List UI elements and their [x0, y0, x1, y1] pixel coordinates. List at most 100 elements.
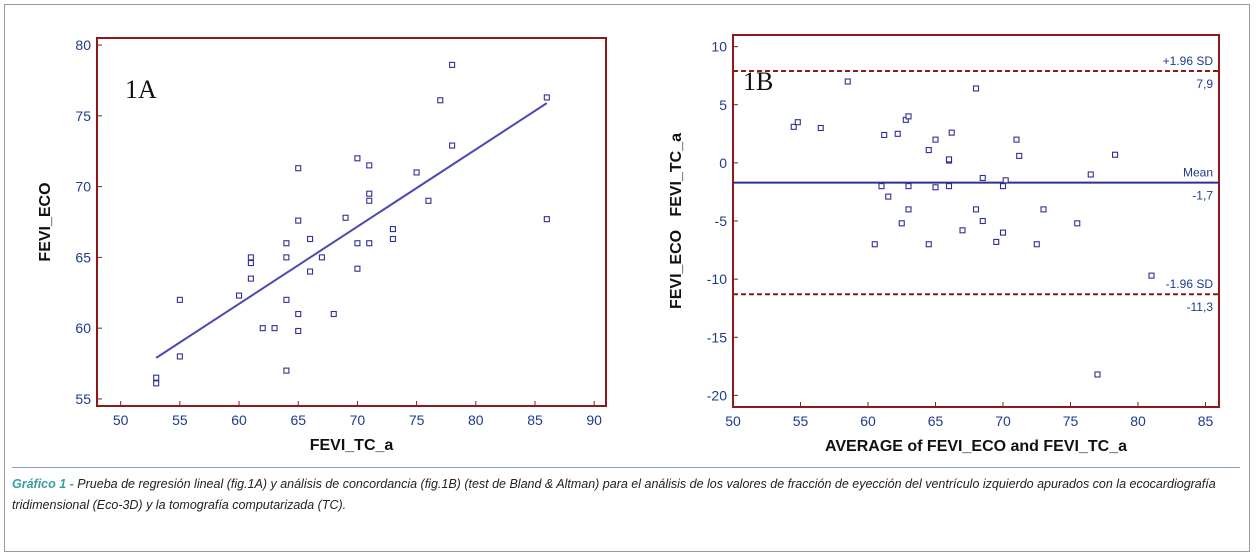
data-point: [959, 227, 966, 234]
y-axis-ticks-1a: 55 60 65 70 75 80: [75, 37, 102, 407]
panel-1a-chart: 55 60 65 70 75 80 50 55 60 65 70 75 80 85 90 1A FEVI_…: [37, 37, 607, 454]
x-axis-ticks-1a: 50 55 60 65 70 75 80 85 90: [113, 401, 602, 428]
x-tick-label: 70: [350, 412, 366, 428]
data-point: [979, 174, 986, 182]
x-tick-label: 65: [928, 413, 944, 429]
x-tick-label: 60: [231, 412, 247, 428]
data-point: [1148, 272, 1155, 279]
data-point: [176, 296, 183, 303]
plot-area-frame-1a: [96, 37, 607, 407]
data-point: [817, 124, 824, 132]
x-tick-label: 55: [172, 412, 188, 428]
data-point: [1087, 171, 1094, 178]
data-point: [1016, 152, 1023, 159]
x-tick-label: 85: [527, 412, 543, 428]
data-point: [283, 367, 290, 374]
reference-line-name: +1.96 SD: [1163, 54, 1214, 68]
data-point: [366, 190, 373, 197]
data-point: [905, 113, 912, 120]
data-point: [1112, 151, 1119, 158]
data-point: [972, 206, 980, 213]
panel-tag-1a: 1A: [125, 75, 157, 104]
data-point: [925, 147, 932, 154]
data-point: [972, 85, 980, 92]
y-tick-label: 55: [75, 391, 91, 407]
x-tick-label: 70: [995, 413, 1011, 429]
data-point: [999, 229, 1007, 236]
data-point: [905, 183, 912, 190]
data-point: [999, 183, 1007, 190]
data-point: [844, 78, 851, 85]
y-tick-label: 0: [719, 155, 727, 171]
data-point: [366, 197, 373, 204]
data-point: [389, 235, 396, 243]
data-point: [153, 380, 160, 387]
data-point: [543, 94, 550, 101]
data-point: [449, 142, 456, 149]
caption-divider: [12, 467, 1240, 468]
data-point: [283, 240, 290, 247]
x-axis-title-1a: FEVI_TC_a: [310, 437, 394, 454]
y-tick-label: 75: [75, 108, 91, 124]
reference-line-name: Mean: [1183, 166, 1213, 180]
y-tick-label: -15: [707, 329, 727, 345]
data-point: [885, 193, 892, 200]
data-point: [425, 197, 432, 204]
data-point: [247, 254, 254, 261]
data-point: [794, 119, 801, 126]
x-axis-ticks-1b: 50 55 60 65 70 75 80 85: [725, 402, 1213, 429]
data-point: [894, 130, 901, 137]
data-point: [247, 259, 254, 267]
data-point: [295, 310, 302, 318]
data-point: [247, 275, 254, 282]
data-point: [366, 240, 373, 247]
data-point: [259, 325, 266, 332]
data-point: [449, 61, 456, 68]
figure-frame: [4, 4, 1250, 552]
data-point: [871, 241, 878, 248]
x-tick-label: 60: [860, 413, 876, 429]
data-point: [925, 241, 932, 248]
data-point: [307, 268, 314, 275]
data-point: [413, 169, 420, 176]
y-tick-label: 10: [711, 39, 727, 55]
reference-line-value: -11,3: [1187, 300, 1214, 314]
x-tick-label: 90: [586, 412, 602, 428]
data-point: [1002, 177, 1009, 184]
reference-line-value: -1,7: [1192, 189, 1213, 203]
caption-lead: Gráfico 1 -: [12, 477, 74, 491]
x-tick-label: 75: [409, 412, 425, 428]
y-tick-label: -10: [707, 271, 727, 287]
data-point: [235, 292, 243, 299]
data-point: [295, 327, 302, 335]
data-point: [905, 206, 912, 213]
scatter-points-1a: [153, 61, 550, 387]
x-tick-label: 80: [1130, 413, 1146, 429]
reference-line-value: 7,9: [1196, 77, 1213, 91]
figure-caption: Gráfico 1 - Prueba de regresión lineal (…: [12, 474, 1240, 516]
data-point: [1074, 220, 1081, 227]
data-point: [945, 183, 953, 190]
data-point: [354, 240, 361, 247]
data-point: [1040, 206, 1047, 213]
data-point: [283, 296, 290, 303]
y-axis-ticks-1b: -20 -15 -10 -5 0 5 10: [707, 39, 738, 403]
y-tick-label: 60: [75, 320, 91, 336]
panel-1b-chart: -20 -15 -10 -5 0 5 10 50 55 60 65 70 75 80 85 +1.96 S…: [668, 34, 1220, 455]
data-point: [295, 165, 302, 172]
panel-tag-1b: 1B: [743, 67, 773, 96]
x-tick-label: 85: [1198, 413, 1214, 429]
x-tick-label: 55: [793, 413, 809, 429]
data-point: [389, 226, 396, 233]
data-point: [295, 217, 302, 224]
y-tick-label: -20: [707, 387, 727, 403]
y-tick-label: 70: [75, 179, 91, 195]
data-point: [307, 235, 314, 243]
data-point: [1033, 241, 1040, 248]
x-tick-label: 50: [725, 413, 741, 429]
data-point: [898, 220, 905, 227]
data-point: [176, 353, 183, 360]
data-point: [932, 184, 939, 191]
data-point: [330, 310, 337, 318]
